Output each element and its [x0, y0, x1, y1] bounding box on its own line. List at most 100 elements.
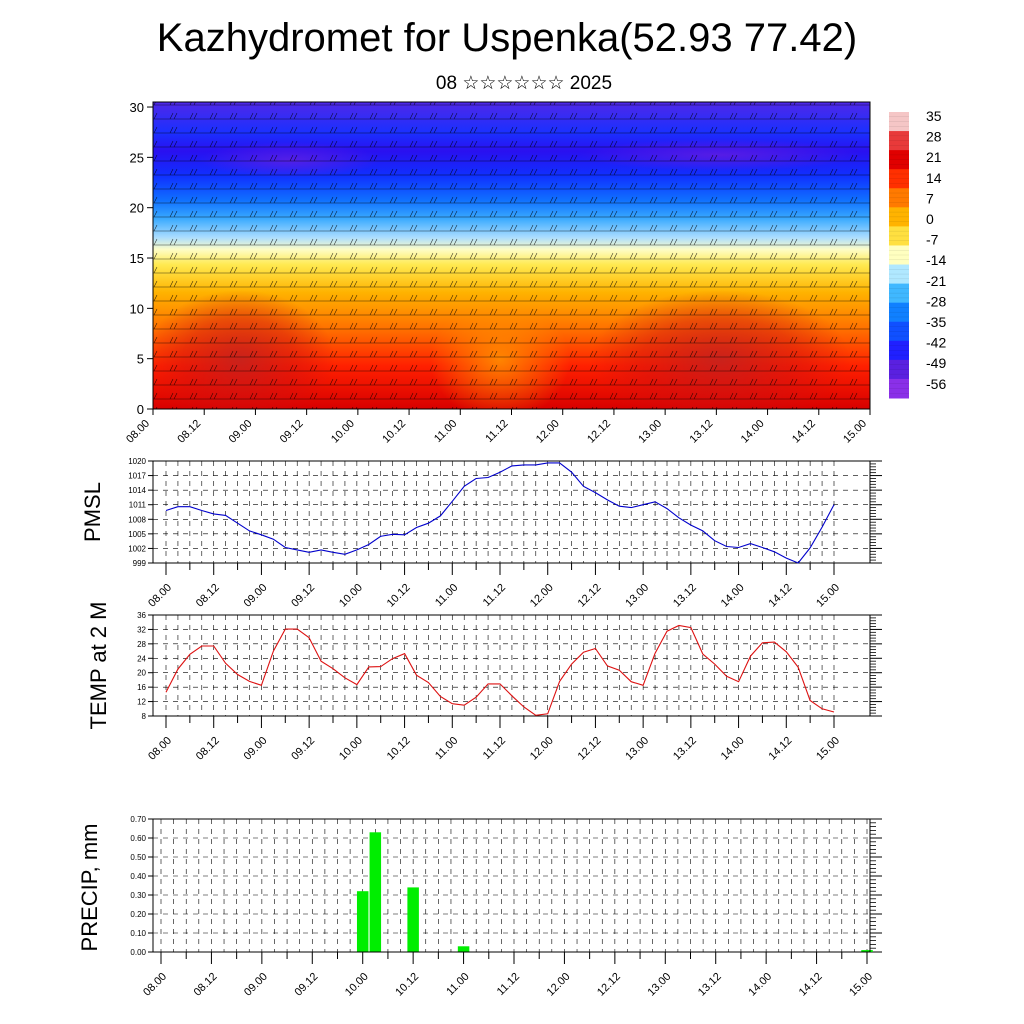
x-tick-label: 10.00: [343, 971, 371, 999]
colorbar-segment: [889, 207, 909, 227]
colorbar-label: -49: [926, 355, 946, 371]
colorbar-label: 35: [926, 108, 942, 124]
x-tick-label: 11.12: [481, 735, 508, 762]
y-tick-label: 36: [137, 611, 146, 620]
colorbar-segment: [889, 302, 909, 323]
y-tick-label: 28: [137, 640, 146, 649]
x-tick-label: 10.12: [385, 582, 413, 610]
y-tick-label: 1005: [128, 530, 146, 539]
panel-frame: [152, 818, 871, 953]
x-tick-label: 11.00: [433, 735, 460, 762]
y-tick-label: 8: [142, 712, 147, 721]
x-tick-label: 13.00: [636, 418, 664, 446]
x-tick-label: 12.12: [585, 418, 613, 446]
colorbar-label: -28: [926, 293, 946, 309]
x-tick-label: 09.12: [278, 418, 306, 446]
x-tick-label: 13.12: [688, 418, 716, 446]
chart-title: Kazhydromet for Uspenka(52.93 77.42): [156, 16, 858, 60]
x-tick-label: 09.00: [242, 971, 270, 999]
y-tick-label: 0.10: [130, 929, 146, 938]
x-tick-label: 15.00: [814, 582, 842, 610]
y-tick-label: 0.70: [130, 815, 146, 824]
x-tick-label: 10.00: [337, 735, 365, 763]
x-tick-label: 10.00: [329, 418, 357, 446]
precip-bar: [356, 891, 369, 952]
y-tick-label: 30: [130, 100, 144, 115]
x-tick-label: 11.00: [432, 418, 459, 445]
colorbar-label: 28: [926, 129, 942, 145]
y-tick-label: 0.40: [130, 872, 146, 881]
y-tick-label: 1008: [128, 515, 146, 524]
y-tick-label: 20: [130, 201, 144, 216]
pmsl-panel: 999 1002 1005 1008 1011 1014 1017 1020 08.00 08.1…: [80, 457, 882, 610]
x-tick-label: 10.12: [385, 735, 413, 763]
colorbar-label: -42: [926, 335, 946, 351]
colorbar-segment: [889, 169, 909, 189]
x-tick-label: 12.00: [545, 971, 573, 999]
panel-frame: [152, 614, 871, 717]
colorbar-segment: [889, 245, 909, 266]
precip-bar: [407, 887, 419, 952]
x-tick-label: 12.00: [528, 735, 556, 763]
colorbar-label: 21: [926, 149, 942, 165]
x-tick-label: 09.00: [227, 418, 255, 446]
temp-line: [165, 624, 835, 716]
x-tick-label: 12.12: [595, 971, 623, 999]
x-tick-label: 12.12: [576, 582, 604, 610]
x-tick-label: 12.00: [528, 582, 556, 610]
y-tick-label: 5: [137, 352, 144, 367]
x-tick-label: 14.00: [739, 418, 767, 446]
y-tick-label: 0.00: [130, 948, 146, 957]
x-tick-label: 13.12: [696, 971, 724, 999]
x-tick-label: 09.00: [242, 735, 270, 763]
y-tick-label: 0: [137, 402, 144, 417]
x-tick-label: 10.12: [380, 418, 408, 446]
x-tick-label: 11.00: [433, 582, 460, 609]
colorbar-segment: [889, 340, 909, 361]
y-tick-label: 16: [137, 683, 146, 692]
wind-barbs: [153, 102, 870, 409]
pmsl-line: [165, 462, 835, 564]
y-tick-label: 1014: [128, 486, 146, 495]
temp-panel: 8 12 16 20 24 28 32 36 08.00 08.12 09.00 09.12 10.00…: [86, 602, 882, 763]
x-tick-label: 14.00: [719, 735, 747, 763]
x-tick-label: 09.12: [292, 971, 320, 999]
x-tick-label: 10.12: [393, 971, 421, 999]
y-axis-label: PRECIP, mm: [77, 824, 102, 952]
colorbar-segment: [889, 378, 909, 399]
colorbar-segment: [889, 112, 909, 132]
colorbar-label: -7: [926, 232, 939, 248]
panel-frame: [152, 460, 871, 564]
colorbar-segment: [889, 131, 909, 151]
x-tick-label: 08.12: [175, 418, 203, 446]
y-tick-label: 12: [137, 698, 146, 707]
y-tick-label: 1011: [129, 501, 147, 510]
precip-bar: [369, 832, 382, 952]
x-tick-label: 13.12: [671, 582, 699, 610]
y-tick-label: 999: [133, 559, 147, 568]
y-tick-label: 0.20: [130, 910, 146, 919]
x-tick-label: 14.00: [719, 582, 747, 610]
colorbar-label: -56: [926, 376, 946, 392]
colorbar-segment: [889, 188, 909, 208]
x-tick-label: 12.00: [534, 418, 562, 446]
colorbar-segment: [889, 359, 909, 380]
x-tick-label: 09.12: [289, 735, 317, 763]
y-tick-label: 10: [130, 301, 144, 316]
x-tick-label: 11.12: [495, 971, 522, 998]
y-tick-label: 1017: [128, 472, 146, 481]
x-tick-label: 13.00: [645, 971, 673, 999]
y-axis-label: TEMP at 2 M: [86, 602, 111, 730]
precip-panel: 0.00 0.10 0.20 0.30 0.40 0.50 0.60 0.70 08.00 08.…: [77, 815, 882, 999]
x-tick-label: 14.12: [797, 971, 825, 999]
x-tick-label: 08.12: [192, 971, 220, 999]
colorbar-label: -21: [926, 273, 946, 289]
colorbar-segment: [889, 264, 909, 285]
x-tick-label: 14.12: [766, 735, 794, 763]
colorbar-segment: [889, 321, 909, 342]
x-tick-label: 14.12: [766, 582, 794, 610]
y-tick-label: 0.60: [130, 834, 146, 843]
x-tick-label: 08.12: [194, 735, 222, 763]
x-tick-label: 08.00: [146, 735, 174, 763]
